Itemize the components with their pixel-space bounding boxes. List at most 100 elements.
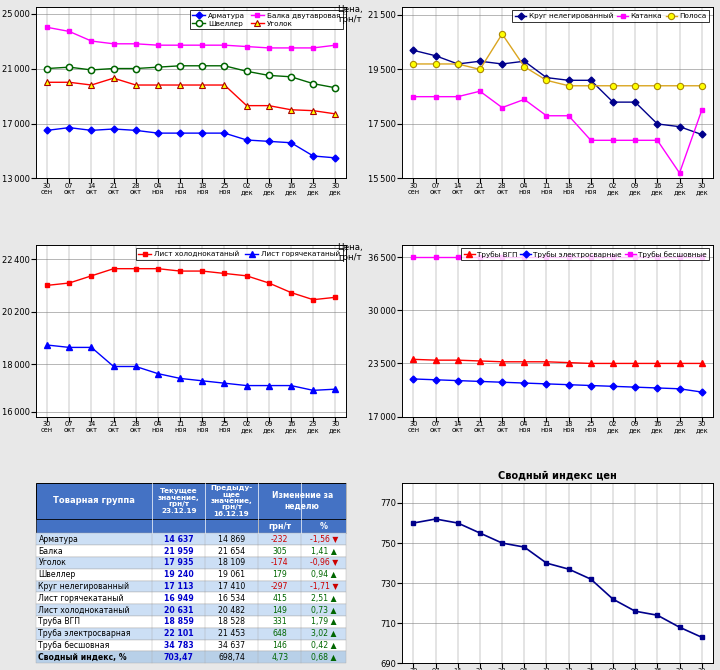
Круг нелегированный (409, 46, 418, 54)
Балка двутавровая (132, 40, 140, 48)
Катанка (542, 112, 551, 120)
Лист холоднокатаный (264, 279, 273, 287)
Text: 3,02 ▲: 3,02 ▲ (311, 629, 337, 639)
Арматура (309, 152, 318, 160)
Text: 146: 146 (272, 641, 287, 650)
Полоса (675, 82, 684, 90)
Полоса (498, 30, 506, 38)
Швеллер (264, 72, 273, 80)
Трубы электросварные (498, 379, 506, 387)
Трубы ВГП (587, 359, 595, 367)
Text: 648: 648 (272, 629, 287, 639)
Швеллер (309, 80, 318, 88)
Уголок (220, 81, 229, 89)
Text: -1,71 ▼: -1,71 ▼ (310, 582, 338, 591)
Круг нелегированный (476, 57, 485, 65)
Text: 19 240: 19 240 (164, 570, 194, 580)
Катанка (476, 87, 485, 95)
Text: 17 935: 17 935 (164, 559, 194, 567)
Уголок (198, 81, 207, 89)
Круг нелегированный (431, 52, 440, 60)
Лист холоднокатаный (87, 272, 96, 280)
Трубы ВГП (520, 358, 528, 366)
Трубы ВГП (675, 359, 684, 367)
Text: 0,42 ▲: 0,42 ▲ (311, 641, 337, 650)
Полоса (431, 60, 440, 68)
Text: Изменение за
неделю: Изменение за неделю (271, 491, 333, 511)
Балка двутавровая (287, 44, 295, 52)
Text: 20 482: 20 482 (218, 606, 245, 614)
Полоса (698, 82, 706, 90)
Лист горячекатаный (65, 344, 73, 352)
Bar (36, 483, 346, 519)
Line: Круг нелегированный: Круг нелегированный (411, 48, 704, 137)
Text: 331: 331 (272, 618, 287, 626)
Text: Лист холоднокатаный: Лист холоднокатаный (38, 606, 130, 614)
Полоса (409, 60, 418, 68)
Уголок (176, 81, 184, 89)
Уголок (287, 106, 295, 114)
Трубы электросварные (698, 388, 706, 396)
Уголок (243, 102, 251, 110)
Лист горячекатаный (287, 381, 295, 389)
Арматура (65, 123, 73, 131)
Text: 18 528: 18 528 (218, 618, 245, 626)
Швеллер (42, 64, 51, 72)
Катанка (520, 95, 528, 103)
Text: 0,94 ▲: 0,94 ▲ (311, 570, 337, 580)
Трубы ВГП (476, 357, 485, 365)
Line: Уголок: Уголок (44, 75, 338, 117)
Катанка (498, 104, 506, 112)
Text: 21 453: 21 453 (218, 629, 245, 639)
Bar (36, 519, 258, 533)
Арматура (87, 127, 96, 135)
Арматура (287, 139, 295, 147)
Швеллер (243, 67, 251, 75)
Text: Текущее
значение,
грн/т
23.12.19: Текущее значение, грн/т 23.12.19 (158, 488, 199, 514)
Text: -1,56 ▼: -1,56 ▼ (310, 535, 338, 544)
Трубы бесшовные (698, 253, 706, 261)
Арматура (176, 129, 184, 137)
Bar (36, 628, 346, 640)
Text: Балка: Балка (38, 547, 63, 555)
Legend: Лист холоднокатаный, Лист горячекатаный: Лист холоднокатаный, Лист горячекатаный (136, 249, 343, 260)
Text: 14 869: 14 869 (218, 535, 245, 544)
Трубы ВГП (631, 359, 639, 367)
Line: Швеллер: Швеллер (44, 63, 338, 91)
Балка двутавровая (198, 41, 207, 49)
Bar (36, 545, 346, 557)
Text: Арматура: Арматура (38, 535, 78, 544)
Text: 698,74: 698,74 (218, 653, 245, 662)
Трубы бесшовные (631, 253, 639, 261)
Швеллер (132, 64, 140, 72)
Legend: Арматура, Швеллер, Балка двутавровая, Уголок: Арматура, Швеллер, Балка двутавровая, Уг… (190, 10, 343, 29)
Text: 415: 415 (272, 594, 287, 603)
Text: 20 631: 20 631 (164, 606, 194, 614)
Трубы бесшовные (653, 253, 662, 261)
Text: Товарная группа: Товарная группа (53, 496, 135, 505)
Арматура (42, 127, 51, 135)
Круг нелегированный (587, 76, 595, 84)
Трубы электросварные (631, 383, 639, 391)
Y-axis label: Цена,
грн/т: Цена, грн/т (337, 243, 362, 262)
Балка двутавровая (309, 44, 318, 52)
Трубы ВГП (564, 358, 573, 366)
Трубы электросварные (520, 379, 528, 387)
Text: -232: -232 (271, 535, 289, 544)
Катанка (631, 136, 639, 144)
Арматура (243, 136, 251, 144)
Лист горячекатаный (176, 375, 184, 383)
Катанка (587, 136, 595, 144)
Полоса (631, 82, 639, 90)
Трубы бесшовные (564, 253, 573, 261)
Line: Трубы ВГП: Трубы ВГП (410, 356, 704, 366)
Text: 17 410: 17 410 (218, 582, 246, 591)
Text: 0,68 ▲: 0,68 ▲ (311, 653, 337, 662)
Трубы электросварные (587, 381, 595, 389)
Лист горячекатаный (42, 341, 51, 349)
Text: 21 654: 21 654 (218, 547, 245, 555)
Уголок (264, 102, 273, 110)
Лист холоднокатаный (331, 293, 340, 302)
Швеллер (176, 62, 184, 70)
Швеллер (65, 63, 73, 71)
